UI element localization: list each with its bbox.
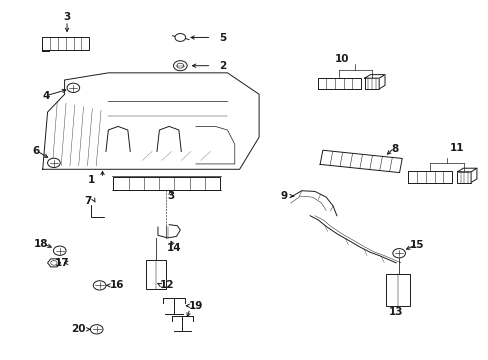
Bar [386,274,409,306]
Text: 4: 4 [42,91,50,101]
Text: 12: 12 [159,280,174,291]
Text: 6: 6 [33,147,40,157]
Circle shape [173,61,187,71]
Text: 18: 18 [34,239,48,249]
Text: 11: 11 [449,143,464,153]
Text: 7: 7 [84,197,91,206]
Text: 3: 3 [166,191,174,201]
Text: 2: 2 [219,61,226,71]
Bar [146,260,165,289]
Text: 5: 5 [219,33,226,43]
Bar [364,78,378,89]
Polygon shape [470,168,476,183]
Circle shape [90,325,103,334]
Text: 1: 1 [87,175,95,185]
Circle shape [47,158,60,167]
Circle shape [175,33,185,41]
Text: 16: 16 [109,280,123,291]
Circle shape [51,261,57,265]
Text: 17: 17 [55,258,69,268]
Polygon shape [364,75,384,78]
Circle shape [93,281,106,290]
Text: 10: 10 [334,54,348,64]
Text: 9: 9 [280,191,287,201]
Text: 8: 8 [391,144,398,154]
Text: 14: 14 [166,243,181,253]
Text: 19: 19 [188,301,203,311]
Text: 13: 13 [388,307,403,317]
Circle shape [67,83,80,93]
Text: 3: 3 [63,13,70,22]
Circle shape [392,249,405,258]
Bar [457,172,470,183]
Polygon shape [457,168,476,172]
Text: 20: 20 [71,324,85,334]
Polygon shape [378,75,384,89]
Circle shape [177,63,183,68]
Circle shape [53,246,66,255]
Text: 15: 15 [409,240,424,250]
